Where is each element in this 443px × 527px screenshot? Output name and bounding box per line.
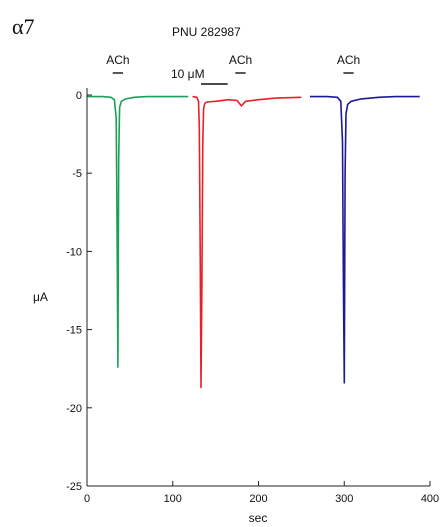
ach-label: ACh xyxy=(229,53,252,67)
x-ticks: 0 100 200 300 400 xyxy=(84,481,439,505)
concentration-label: 10 μM xyxy=(171,67,205,81)
trace-3 xyxy=(310,95,420,384)
y-ticks: 0 -5 -10 -15 -20 -25 xyxy=(66,90,92,493)
x-tick-label: 200 xyxy=(249,493,267,505)
x-axis-label: sec xyxy=(249,511,268,525)
y-tick-label: 0 xyxy=(76,90,82,102)
y-tick-label: -10 xyxy=(66,246,82,258)
y-tick-label: -20 xyxy=(66,403,82,415)
traces xyxy=(87,95,420,389)
trace-1 xyxy=(87,95,189,368)
trace-2 xyxy=(192,95,302,389)
ach-label: ACh xyxy=(106,53,129,67)
panel-label: α7 xyxy=(12,14,35,39)
drug-label: PNU 282987 xyxy=(172,25,241,39)
y-tick-label: -5 xyxy=(72,168,82,180)
x-tick-label: 0 xyxy=(84,493,90,505)
y-axis-label: μA xyxy=(33,290,48,304)
ach-label: ACh xyxy=(337,53,360,67)
x-tick-label: 300 xyxy=(335,493,353,505)
x-tick-label: 100 xyxy=(164,493,182,505)
x-tick-label: 400 xyxy=(421,493,439,505)
y-tick-label: -25 xyxy=(66,481,82,493)
y-tick-label: -15 xyxy=(66,325,82,337)
ach-annotations: ACh ACh ACh xyxy=(106,53,360,74)
